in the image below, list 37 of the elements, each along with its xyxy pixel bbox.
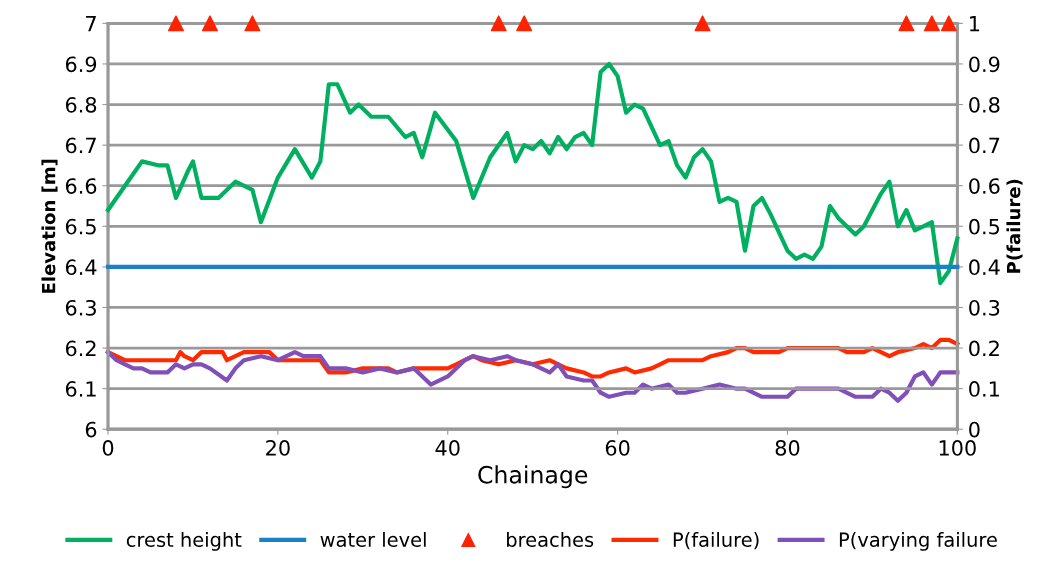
y2-tick-label: 0.5	[969, 218, 1000, 235]
y2-tick-label: 0.2	[969, 340, 999, 357]
y2-axis-title: P(failure)	[1006, 179, 1023, 273]
x-axis-title: Chainage	[478, 465, 588, 489]
x-tick-label: 60	[605, 440, 630, 456]
y2-tick-label: 0.1	[969, 381, 999, 397]
legend-label: P(failure)	[673, 531, 759, 550]
legend-label: crest height	[126, 531, 242, 551]
y2-tick-label: 0	[969, 421, 980, 438]
y-tick-label: 6.2	[65, 340, 96, 357]
line-series	[105, 61, 960, 286]
y2-tick-label: 0.6	[969, 178, 1000, 194]
y-tick-label: 6.6	[65, 178, 97, 194]
y2-tick-label: 0.8	[969, 96, 1000, 113]
legend-label: water level	[320, 531, 426, 548]
y-tick-label: 6.8	[65, 96, 97, 113]
y-tick-label: 6.3	[65, 299, 96, 316]
legend-label: breaches	[507, 531, 594, 548]
x-tick-label: 0	[102, 440, 114, 456]
y-tick-label: 6	[85, 421, 97, 438]
x-tick-label: 20	[266, 440, 290, 456]
y-tick-label: 6.7	[65, 137, 96, 154]
y-tick-label: 7	[86, 16, 96, 32]
y-axis-title: Elevation [m]	[41, 159, 58, 293]
y2-tick-label: 0.9	[969, 56, 1000, 73]
y-tick-label: 6.1	[65, 381, 96, 397]
y2-tick-label: 1	[970, 16, 980, 32]
y2-tick-label: 0.7	[969, 137, 1000, 154]
y2-tick-label: 0.3	[969, 299, 1000, 316]
x-tick-label: 80	[775, 440, 800, 456]
y-tick-label: 6.9	[65, 56, 97, 73]
legend-label: P(varying failure	[839, 531, 997, 551]
y-tick-label: 6.5	[65, 218, 96, 235]
x-tick-label: 40	[435, 440, 460, 456]
y-tick-label: 6.4	[65, 259, 97, 276]
x-tick-label: 100	[939, 440, 976, 456]
y2-tick-label: 0.4	[969, 259, 1000, 276]
